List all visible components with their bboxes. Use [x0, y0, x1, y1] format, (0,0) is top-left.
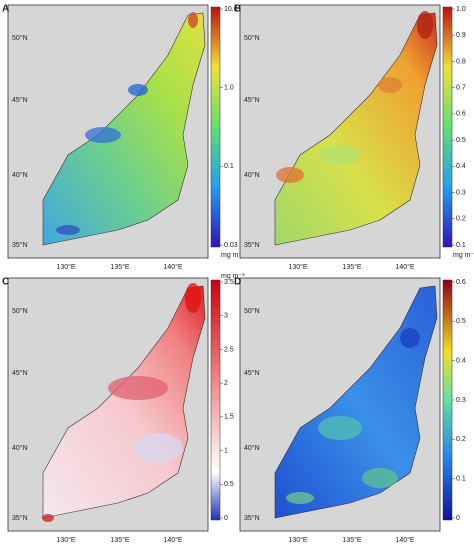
longitude-label: 135°E — [342, 536, 361, 544]
colorbar-tick-label: 0.2 — [456, 436, 466, 443]
map-panel: C 50°N 45°N 40°N 35°N 130°E 135°E 140°E 3.5 3 2.5 2… — [2, 273, 245, 544]
longitude-label: 140°E — [163, 536, 182, 544]
colorbar-tick-label: 1 — [224, 447, 228, 454]
map-panel: B 50°N 45°N 40°N 35°N 130°E 135°E 140°E 1.0 0.9 0.… — [234, 4, 474, 271]
concentration-patch — [276, 167, 304, 183]
colorbar-tick-label: 0.2 — [456, 216, 466, 223]
panel-label: A — [2, 4, 9, 15]
latitude-label: 35°N — [244, 241, 260, 249]
colorbar-tick-label: 0.4 — [456, 358, 466, 365]
colorbar-tick-label: 0.7 — [456, 85, 466, 92]
colorbar-tick-label: 1.0 — [224, 85, 234, 92]
concentration-patch — [185, 283, 201, 313]
colorbar-tick-label: 0.1 — [456, 476, 466, 483]
latitude-label: 35°N — [244, 514, 260, 522]
colorbar — [210, 279, 221, 521]
longitude-label: 135°E — [342, 263, 361, 271]
colorbar-tick-label: 3.5 — [224, 279, 234, 286]
sea — [274, 285, 438, 519]
concentration-patch — [128, 84, 148, 96]
panel-label: D — [234, 277, 241, 288]
colorbar-tick-label: 0.6 — [456, 111, 466, 118]
map-panel: A 50°N 45°N 40°N 35°N 130°E 135°E 140°E 10.0 1.0 0… — [2, 4, 245, 271]
colorbar-tick-label: 0.6 — [456, 279, 466, 286]
concentration-patch — [378, 77, 402, 93]
longitude-label: 130°E — [288, 263, 307, 271]
concentration-patch — [417, 11, 433, 39]
colorbar-unit: mg m⁻³ — [221, 273, 245, 280]
colorbar — [210, 6, 221, 248]
longitude-label: 130°E — [288, 536, 307, 544]
concentration-patch — [286, 492, 314, 504]
colorbar-tick-label: 1.5 — [224, 414, 234, 421]
colorbar-tick-label: 0.4 — [456, 163, 466, 170]
latitude-label: 35°N — [12, 241, 28, 249]
colorbar-tick-label: 3 — [224, 313, 228, 320]
colorbar-tick-label: 0.03 — [224, 242, 238, 249]
colorbar-unit: mg m⁻³ — [221, 252, 245, 259]
concentration-patch — [318, 416, 362, 440]
longitude-label: 130°E — [56, 536, 75, 544]
concentration-patch — [320, 145, 360, 165]
concentration-patch — [133, 433, 183, 463]
colorbar-tick-label: 0 — [456, 515, 460, 522]
colorbar — [442, 279, 453, 521]
latitude-label: 50°N — [244, 307, 260, 315]
concentration-patch — [85, 127, 121, 143]
latitude-label: 35°N — [12, 514, 28, 522]
colorbar — [442, 6, 453, 248]
colorbar-tick-label: 1.0 — [456, 6, 466, 13]
longitude-label: 140°E — [163, 263, 182, 271]
colorbar-tick-label: 0 — [224, 515, 228, 522]
latitude-label: 45°N — [12, 96, 28, 104]
longitude-label: 130°E — [56, 263, 75, 271]
colorbar-tick-label: 0.9 — [456, 32, 466, 39]
concentration-patch — [108, 376, 168, 400]
latitude-label: 50°N — [12, 34, 28, 42]
latitude-label: 40°N — [12, 444, 28, 452]
concentration-patch — [56, 225, 80, 235]
latitude-label: 40°N — [12, 171, 28, 179]
latitude-label: 40°N — [244, 444, 260, 452]
latitude-label: 50°N — [12, 307, 28, 315]
colorbar-tick-label: 0.3 — [456, 189, 466, 196]
colorbar-tick-label: 0.8 — [456, 58, 466, 65]
panel-label: B — [234, 4, 241, 15]
concentration-patch — [42, 514, 54, 522]
sea — [42, 12, 206, 246]
longitude-label: 140°E — [395, 536, 414, 544]
colorbar-tick-label: 0.5 — [456, 137, 466, 144]
sea — [274, 12, 438, 246]
map-panel: D 50°N 45°N 40°N 35°N 130°E 135°E 140°E 0.6 0.5 0.… — [234, 277, 466, 544]
colorbar-tick-label: 0.3 — [456, 397, 466, 404]
longitude-label: 135°E — [110, 536, 129, 544]
panel-label: C — [2, 277, 9, 288]
colorbar-tick-label: 0.1 — [456, 242, 466, 249]
concentration-patch — [400, 328, 420, 348]
concentration-patch — [362, 468, 398, 488]
latitude-label: 50°N — [244, 34, 260, 42]
colorbar-tick-label: 10.0 — [224, 6, 238, 13]
colorbar-tick-label: 0.5 — [224, 481, 234, 488]
concentration-patch — [188, 12, 198, 28]
latitude-label: 45°N — [12, 369, 28, 377]
colorbar-tick-label: 0.5 — [456, 318, 466, 325]
colorbar-unit: mg m⁻³ — [453, 252, 474, 259]
colorbar-tick-label: 2.5 — [224, 346, 234, 353]
colorbar-tick-label: 2 — [224, 380, 228, 387]
latitude-label: 40°N — [244, 171, 260, 179]
longitude-label: 140°E — [395, 263, 414, 271]
latitude-label: 45°N — [244, 96, 260, 104]
colorbar-tick-label: 0.1 — [224, 163, 234, 170]
longitude-label: 135°E — [110, 263, 129, 271]
latitude-label: 45°N — [244, 369, 260, 377]
